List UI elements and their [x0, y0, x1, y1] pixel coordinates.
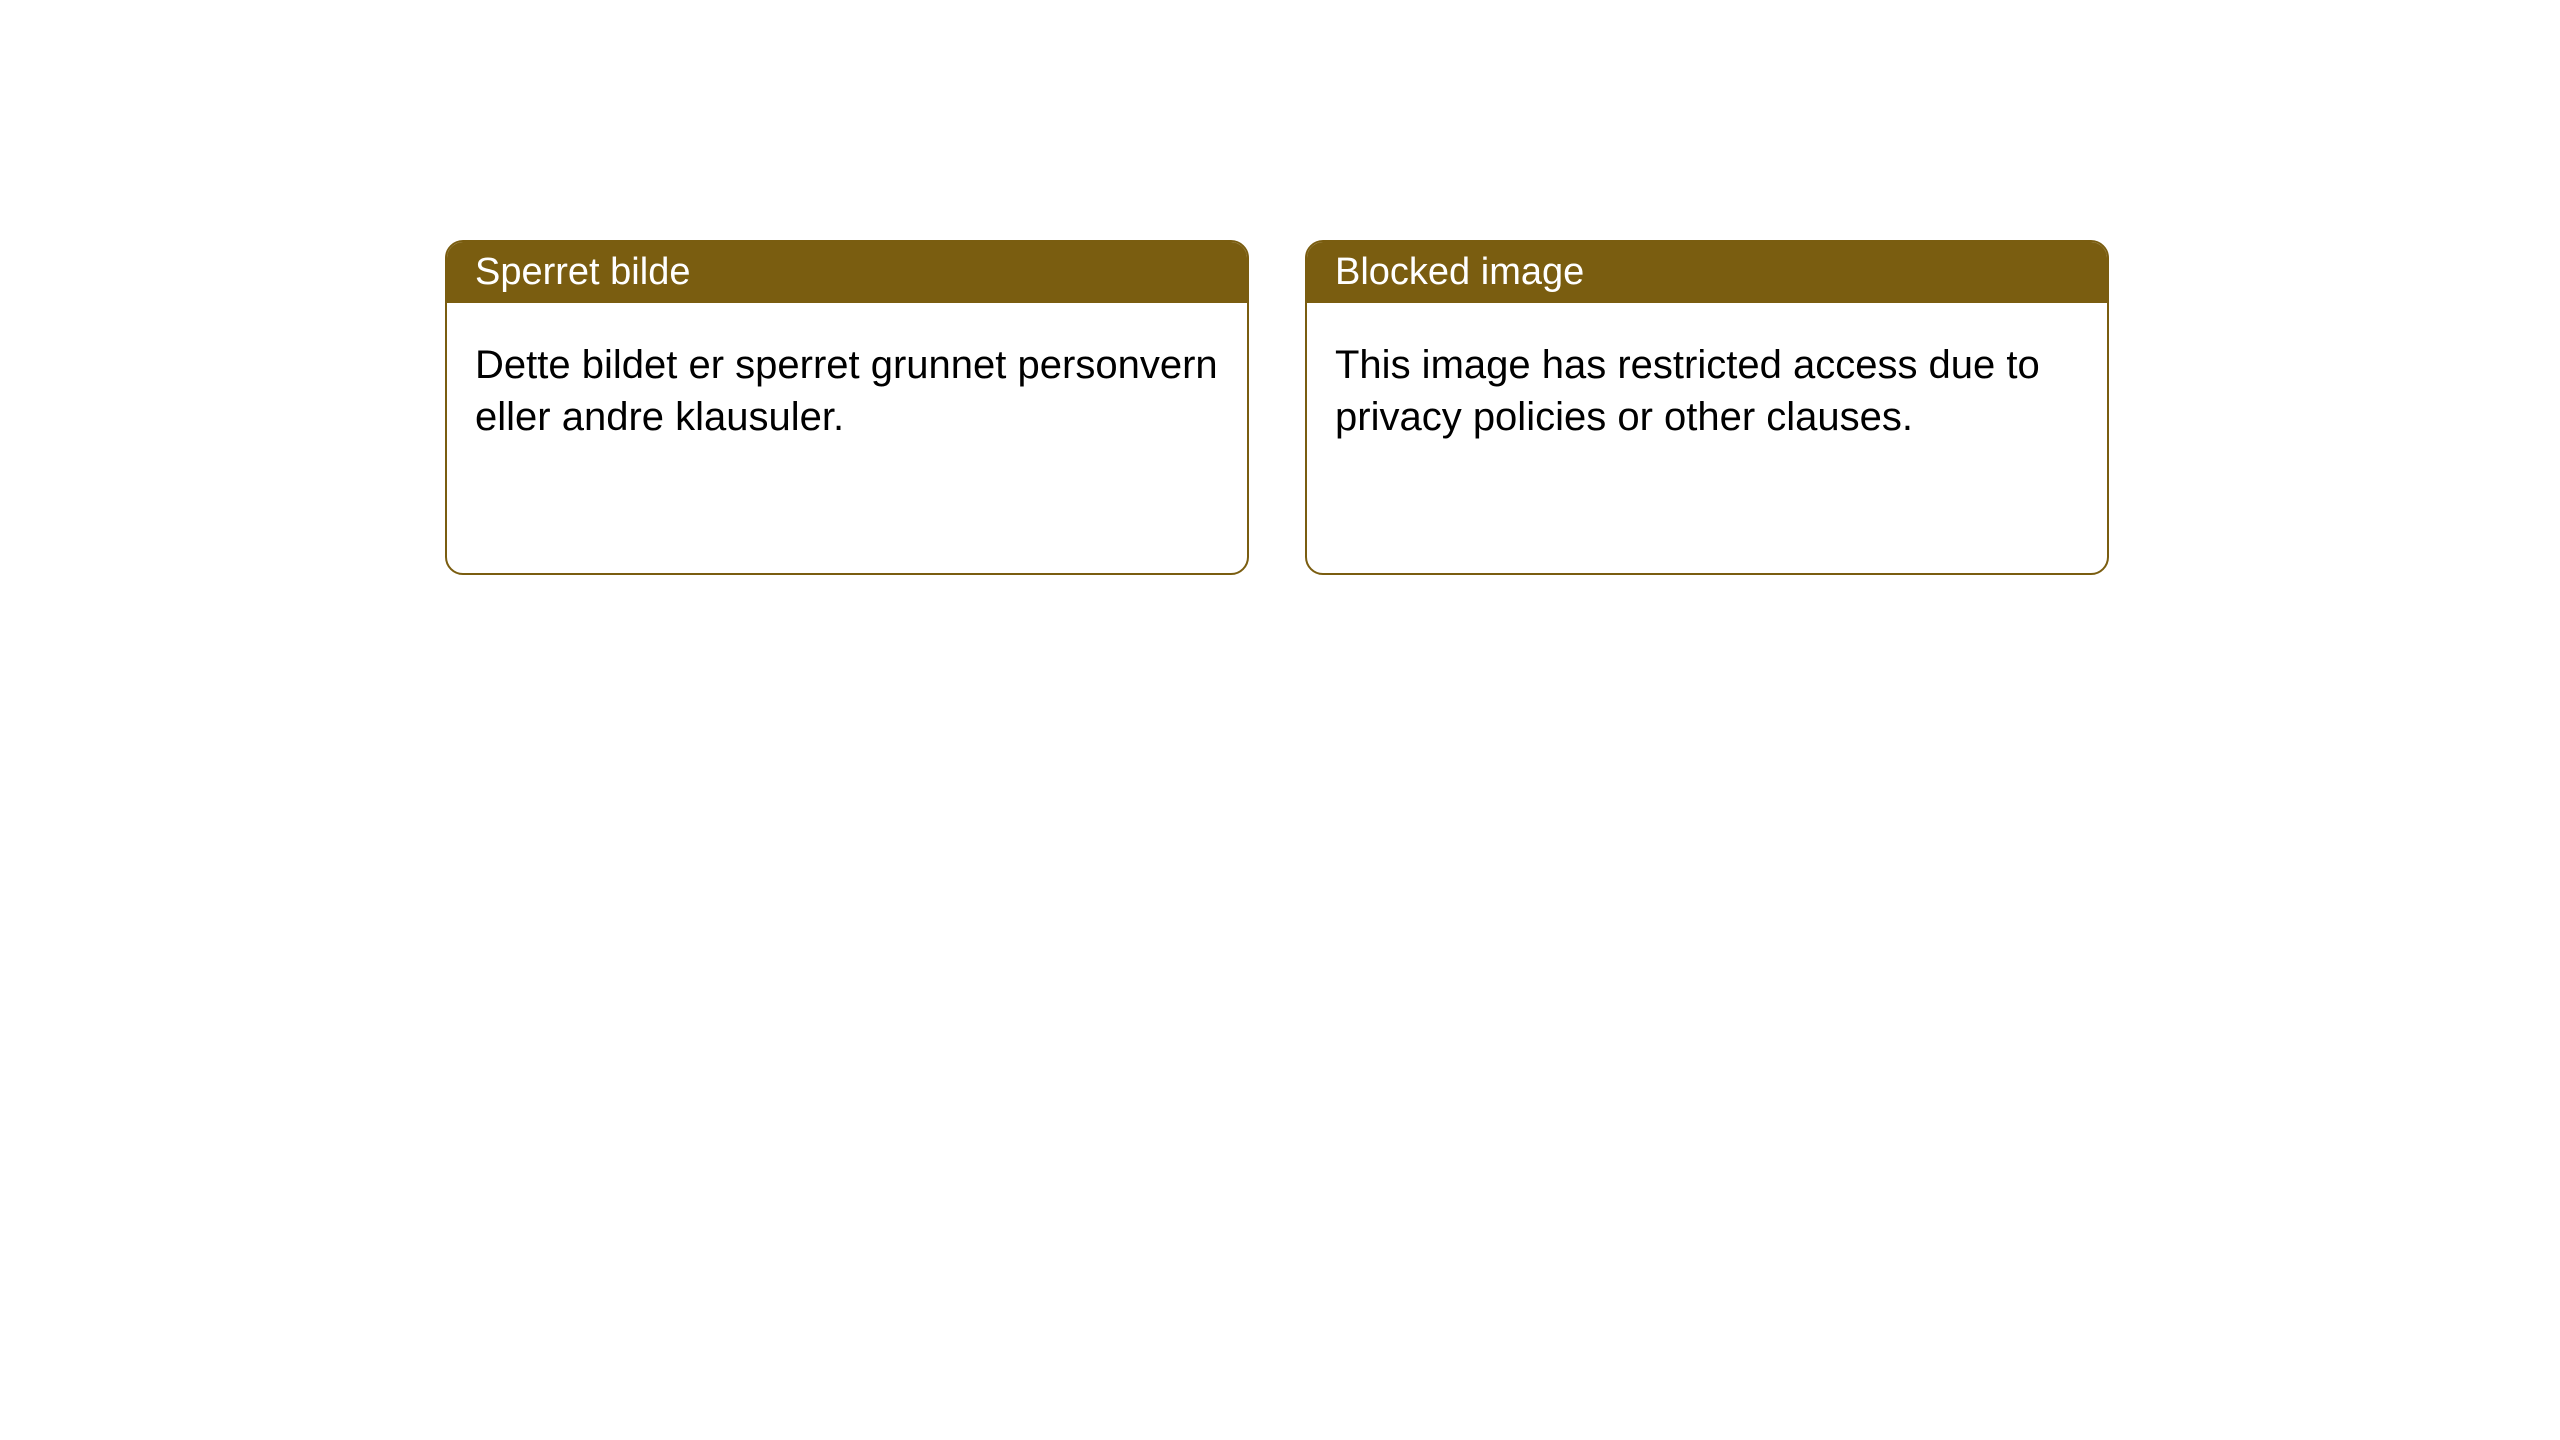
card-title: Sperret bilde [475, 251, 690, 293]
card-body-text: This image has restricted access due to … [1335, 343, 2040, 439]
notice-card-english: Blocked image This image has restricted … [1305, 240, 2109, 575]
card-title: Blocked image [1335, 251, 1584, 293]
card-header: Blocked image [1307, 242, 2107, 303]
card-body-text: Dette bildet er sperret grunnet personve… [475, 343, 1218, 439]
notice-card-norwegian: Sperret bilde Dette bildet er sperret gr… [445, 240, 1249, 575]
card-header: Sperret bilde [447, 242, 1247, 303]
card-body: Dette bildet er sperret grunnet personve… [447, 303, 1247, 479]
notice-container: Sperret bilde Dette bildet er sperret gr… [445, 240, 2109, 575]
card-body: This image has restricted access due to … [1307, 303, 2107, 479]
